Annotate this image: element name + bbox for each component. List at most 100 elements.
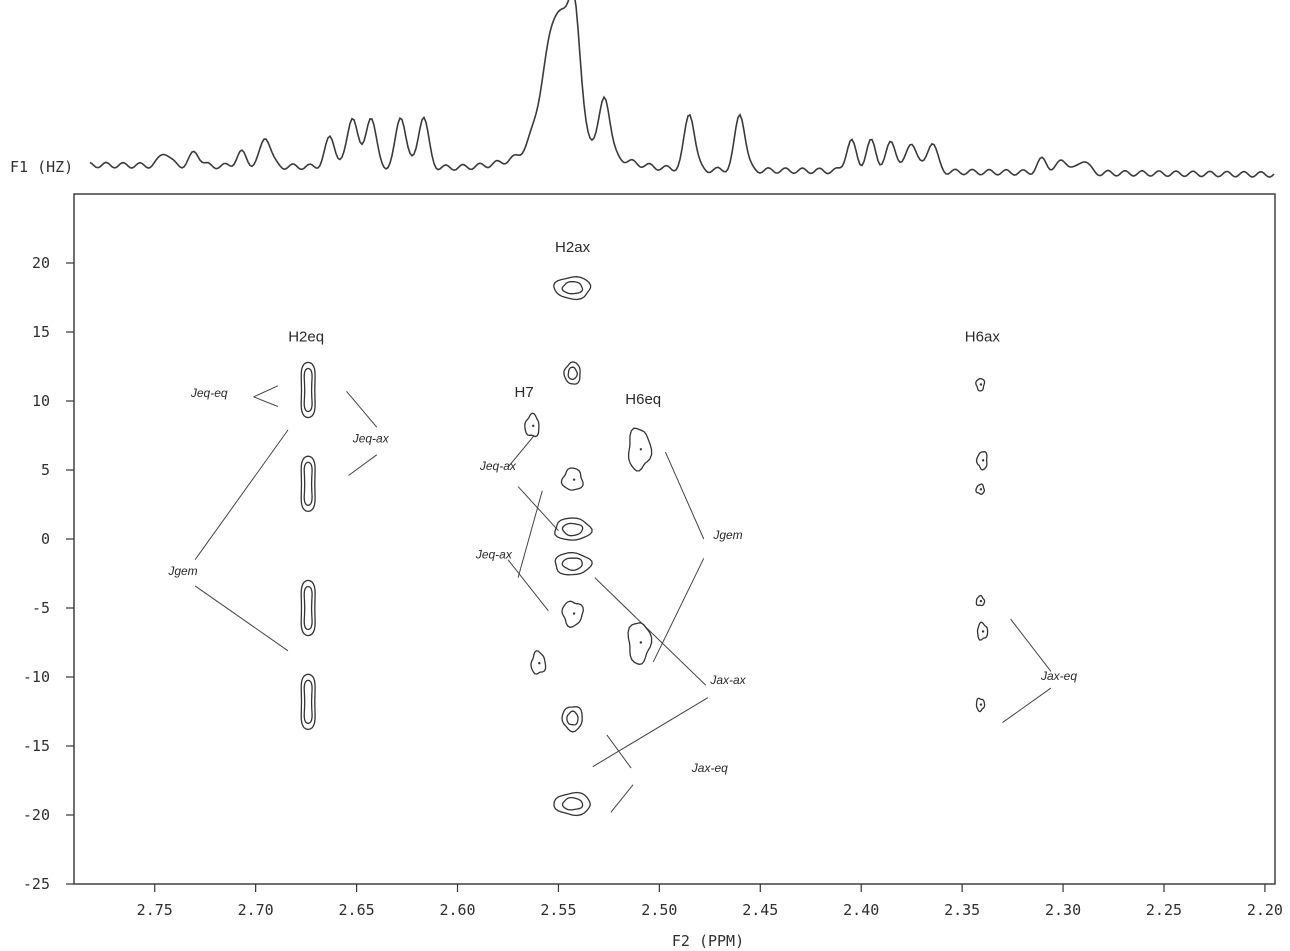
coupling-label: Jax-eq xyxy=(1040,669,1077,683)
cross-peak xyxy=(300,455,316,513)
x-tick-label: 2.50 xyxy=(641,901,677,919)
cross-peak xyxy=(554,517,593,541)
x-tick-label: 2.35 xyxy=(944,901,980,919)
x-axis: 2.75 2.70 2.65 2.60 2.55 2.50 2.45 2.40 2.35 2.30… xyxy=(137,884,1283,919)
leader-line xyxy=(1010,618,1052,672)
contour-dot xyxy=(979,488,983,491)
cross-peak xyxy=(553,276,592,301)
f2-projection-spectrum xyxy=(89,0,1275,178)
contour-outer xyxy=(561,706,583,733)
cross-peak xyxy=(300,673,316,731)
leader-line xyxy=(1002,687,1052,723)
coupling-label: Jax-eq xyxy=(691,761,728,775)
contour-outer xyxy=(560,467,584,491)
leader-line xyxy=(664,451,705,540)
peak-labels: H2ax H2eq H7 H6eq H6ax xyxy=(288,239,1000,408)
cross-peak xyxy=(975,377,986,392)
contour-dot xyxy=(979,599,983,603)
contour-dot xyxy=(572,478,576,481)
cross-peak xyxy=(627,427,653,472)
y-tick-label: -5 xyxy=(32,599,50,617)
cross-peak xyxy=(554,551,593,576)
contour-outer xyxy=(975,483,986,495)
contour-outer xyxy=(530,650,547,675)
leader-line xyxy=(253,385,279,398)
coupling-label: Jeq-ax xyxy=(352,431,390,445)
contour-inner xyxy=(566,710,579,726)
leader-line xyxy=(253,396,279,407)
coupling-label: Jeq-eq xyxy=(190,386,228,400)
contour-dot xyxy=(981,459,985,462)
f2-axis-label: F2 (PPM) xyxy=(672,932,744,950)
plot-frame xyxy=(73,193,1276,885)
cross-peak xyxy=(975,483,986,495)
contour-outer xyxy=(554,551,593,576)
cross-peak xyxy=(563,361,581,385)
leader-line xyxy=(348,454,378,476)
contour-outer xyxy=(300,361,316,419)
contour-inner xyxy=(567,366,578,381)
contour-outer xyxy=(300,579,316,637)
contour-inner xyxy=(561,280,584,295)
cross-peak xyxy=(561,600,584,628)
coupling-leader-lines xyxy=(194,385,1052,813)
cross-peak xyxy=(300,579,316,637)
contour-outer xyxy=(300,673,316,731)
contour-outer xyxy=(627,427,653,472)
contour-dot xyxy=(979,383,983,386)
cross-peak xyxy=(975,594,986,607)
leader-line xyxy=(517,490,543,578)
contour-dot xyxy=(981,630,985,633)
x-tick-label: 2.65 xyxy=(339,901,375,919)
coupling-label: Jgem xyxy=(167,564,197,578)
leader-line xyxy=(610,784,634,813)
contour-dot xyxy=(639,641,643,644)
leader-line xyxy=(194,429,289,560)
x-tick-label: 2.20 xyxy=(1247,901,1283,919)
y-axis: 20 15 10 5 0 -5 -10 -15 -20 -25 xyxy=(23,254,74,893)
x-tick-label: 2.45 xyxy=(742,901,778,919)
coupling-label: Jeq-ax xyxy=(479,459,517,473)
x-tick-label: 2.60 xyxy=(439,901,475,919)
leader-line xyxy=(507,559,549,612)
cross-peak xyxy=(560,467,584,491)
leader-line xyxy=(517,486,559,532)
contour-inner xyxy=(561,522,584,537)
contour-outer xyxy=(627,622,653,665)
cross-peak xyxy=(627,622,653,665)
contour-outer xyxy=(300,455,316,513)
peak-label: H6eq xyxy=(625,391,661,408)
x-tick-label: 2.30 xyxy=(1045,901,1081,919)
leader-line xyxy=(652,558,705,663)
cross-peak xyxy=(524,412,540,438)
leader-line xyxy=(592,697,709,768)
cross-peaks xyxy=(300,276,989,817)
leader-line xyxy=(507,435,535,468)
contour-inner xyxy=(303,679,313,725)
y-tick-label: 15 xyxy=(32,323,50,341)
coupling-labels: Jeq-eq Jeq-ax Jeq-ax Jeq-ax Jgem Jgem Jax-ax Ja… xyxy=(167,386,1077,775)
y-tick-label: -15 xyxy=(23,737,50,755)
contour-outer xyxy=(561,600,584,628)
coupling-label: Jeq-ax xyxy=(475,547,513,561)
contour-inner xyxy=(303,461,313,506)
cross-peak xyxy=(561,706,583,733)
contour-inner xyxy=(303,585,313,631)
y-tick-label: -25 xyxy=(23,875,50,893)
leader-line xyxy=(606,734,632,769)
cross-peak xyxy=(300,361,316,419)
y-tick-label: 5 xyxy=(41,461,50,479)
contour-dot xyxy=(572,612,576,615)
contour-dot xyxy=(532,424,535,428)
cross-peak xyxy=(976,621,989,641)
coupling-label: Jax-ax xyxy=(709,673,746,687)
contour-outer xyxy=(975,451,988,471)
contour-dot xyxy=(538,662,541,665)
x-tick-label: 2.40 xyxy=(843,901,879,919)
coupling-label: Jgem xyxy=(712,528,742,542)
leader-line xyxy=(594,577,707,686)
contour-outer xyxy=(976,621,989,641)
peak-label: H2ax xyxy=(555,239,591,256)
contour-outer xyxy=(975,377,986,392)
